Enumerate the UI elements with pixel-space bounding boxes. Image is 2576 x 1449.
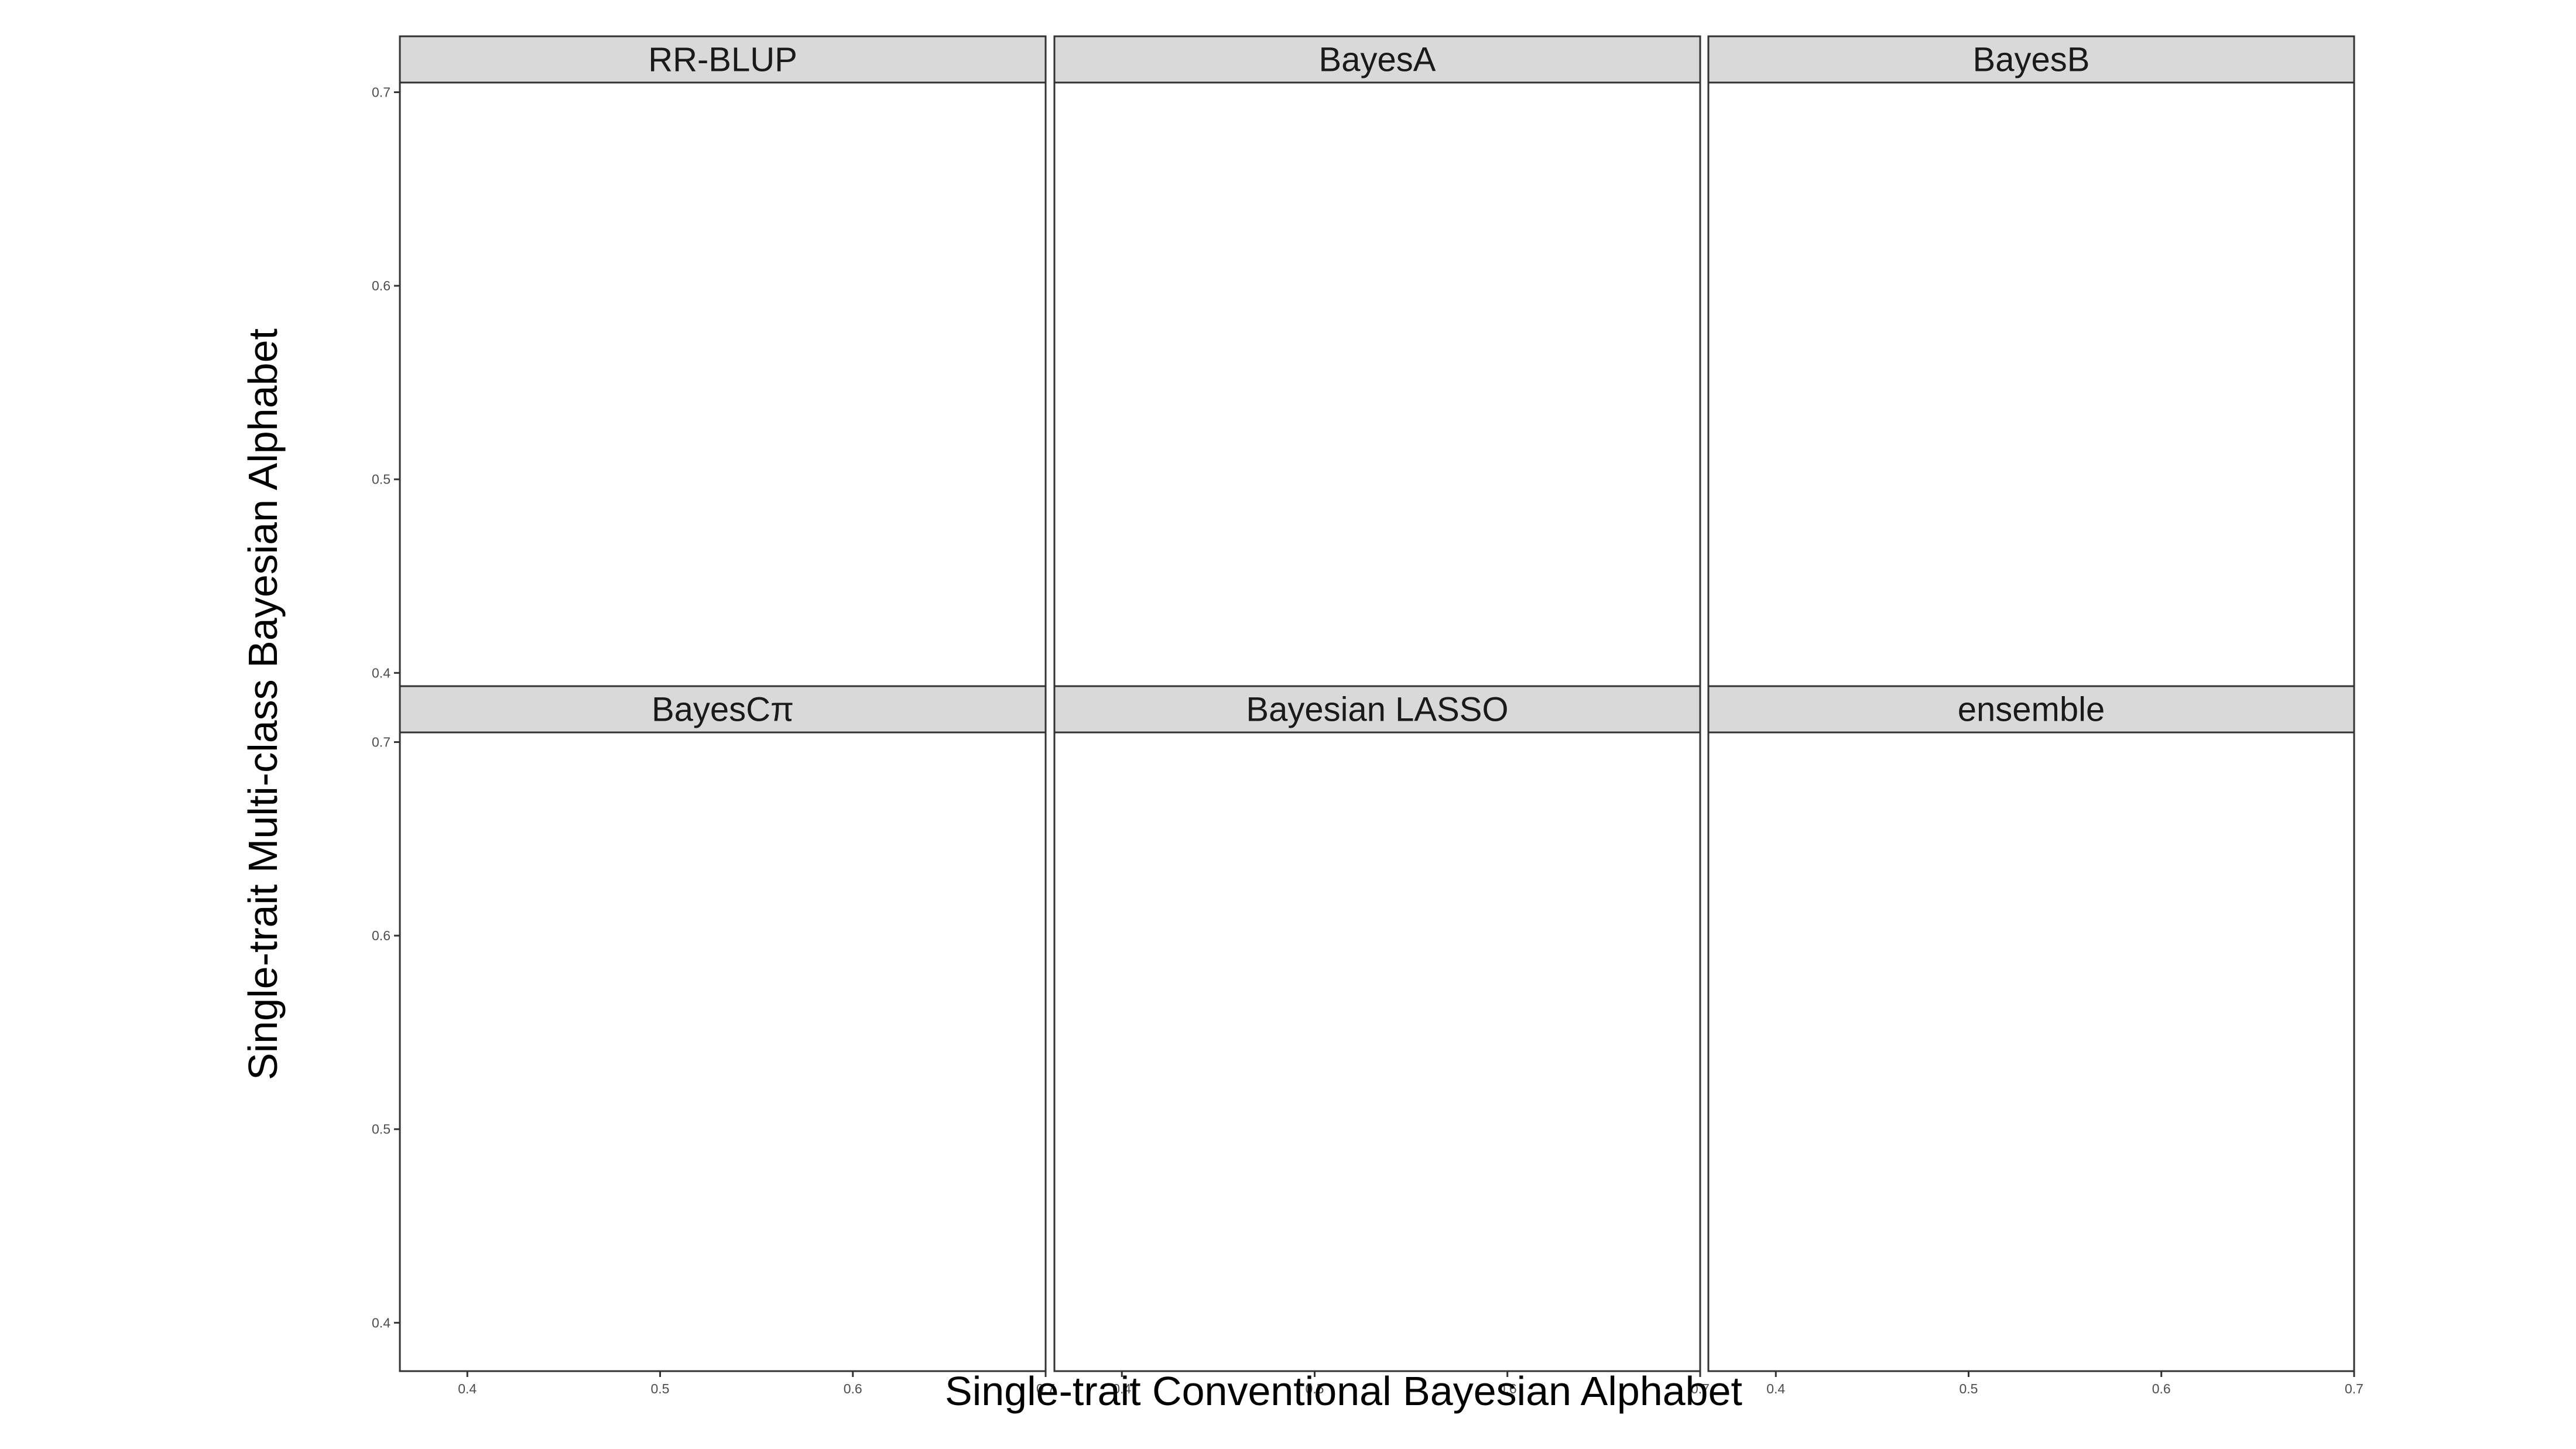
y-tick-label: 0.7 <box>372 85 390 100</box>
x-tick-label: 0.6 <box>1498 1381 1517 1396</box>
x-tick-label: 0.4 <box>1112 1381 1131 1396</box>
facet-panel: ensemble 0.4 0.5 0.6 0.7 <box>1707 685 2363 1396</box>
x-tick-label: 0.7 <box>1691 1381 1710 1396</box>
y-tick-label: 0.6 <box>372 928 390 943</box>
y-tick-label: 0.4 <box>372 1315 390 1330</box>
x-tick-label: 0.4 <box>1766 1381 1785 1396</box>
facet-strip <box>399 35 1047 84</box>
y-tick-label: 0.7 <box>372 735 390 750</box>
panel-border <box>1053 731 1701 1372</box>
facet-title: BayesCπ <box>652 691 794 729</box>
panels-layer: RR-BLUP 0.4 0.5 0.6 0.7 BayesA BayesB BayesCπ 0.… <box>372 35 2363 1396</box>
x-tick-label: 0.6 <box>844 1381 862 1396</box>
panel-border <box>399 81 1047 722</box>
facet-panel: BayesCπ 0.4 0.5 0.6 0.7 0.4 0.5 0.6 0.7 <box>372 685 1055 1396</box>
facet-strip <box>1707 685 2355 734</box>
facet-title: BayesA <box>1319 41 1436 79</box>
x-tick-label: 0.4 <box>458 1381 477 1396</box>
x-tick-label: 0.5 <box>651 1381 670 1396</box>
x-tick-label: 0.5 <box>1960 1381 1978 1396</box>
facet-title: Bayesian LASSO <box>1246 691 1508 729</box>
panel-border <box>1053 81 1701 722</box>
facet-title: RR-BLUP <box>648 41 797 79</box>
facet-panel: Bayesian LASSO 0.4 0.5 0.6 0.7 <box>1053 685 1710 1396</box>
x-tick-label: 0.6 <box>2152 1381 2171 1396</box>
facet-strip <box>1707 35 2355 84</box>
facet-panel: BayesA <box>1053 35 1701 722</box>
x-tick-label: 0.7 <box>1036 1381 1055 1396</box>
y-tick-label: 0.5 <box>372 472 390 487</box>
facet-panel: RR-BLUP 0.4 0.5 0.6 0.7 <box>372 35 1047 722</box>
facet-strip <box>1053 35 1701 84</box>
x-axis-title: Single-trait Conventional Bayesian Alpha… <box>945 1368 1742 1414</box>
y-tick-label: 0.5 <box>372 1122 390 1137</box>
facet-title: BayesB <box>1973 41 2090 79</box>
y-axis-title: Single-trait Multi-class Bayesian Alphab… <box>240 328 286 1080</box>
y-tick-label: 0.6 <box>372 278 390 293</box>
panel-border <box>1707 81 2355 722</box>
x-tick-label: 0.7 <box>2345 1381 2363 1396</box>
y-tick-label: 0.4 <box>372 665 390 680</box>
facet-strip <box>399 685 1047 734</box>
facet-panel: BayesB <box>1707 35 2355 722</box>
x-tick-label: 0.5 <box>1306 1381 1324 1396</box>
facet-title: ensemble <box>1958 691 2105 729</box>
panel-border <box>1707 731 2355 1372</box>
panel-border <box>399 731 1047 1372</box>
facet-strip <box>1053 685 1701 734</box>
